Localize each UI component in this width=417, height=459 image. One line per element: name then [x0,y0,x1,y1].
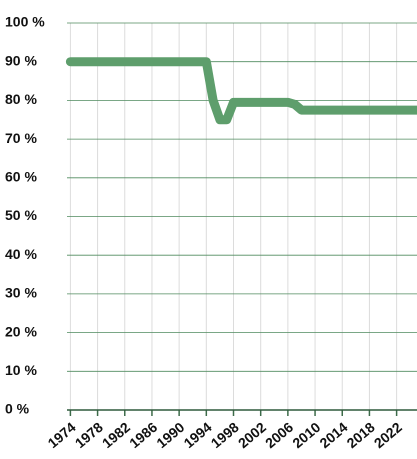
x-tick-label: 1994 [180,419,214,451]
x-tick-label: 1998 [208,419,242,451]
y-tick-label: 20 % [5,323,37,339]
x-tick-label: 2014 [316,419,350,451]
x-tick-label: 1978 [72,419,106,451]
x-tick-label: 1990 [153,419,187,451]
x-tick-label: 2002 [235,419,269,451]
y-tick-label: 60 % [5,169,37,185]
y-tick-label: 40 % [5,246,37,262]
y-tick-label: 80 % [5,91,37,107]
y-tick-label: 30 % [5,285,37,301]
y-tick-label: 10 % [5,362,37,378]
x-tick-label: 2010 [289,419,323,451]
x-tick-label: 1974 [45,419,79,451]
x-tick-label: 2006 [262,419,296,451]
x-tick-label: 1982 [99,419,133,451]
y-tick-label: 90 % [5,52,37,68]
y-tick-label: 70 % [5,130,37,146]
y-tick-label: 0 % [5,401,30,417]
x-tick-label: 1986 [126,419,160,451]
x-tick-label: 2022 [371,419,405,451]
y-tick-label: 100 % [5,14,45,30]
x-tick-label: 2018 [344,419,378,451]
data-line [65,57,417,125]
y-tick-label: 50 % [5,207,37,223]
